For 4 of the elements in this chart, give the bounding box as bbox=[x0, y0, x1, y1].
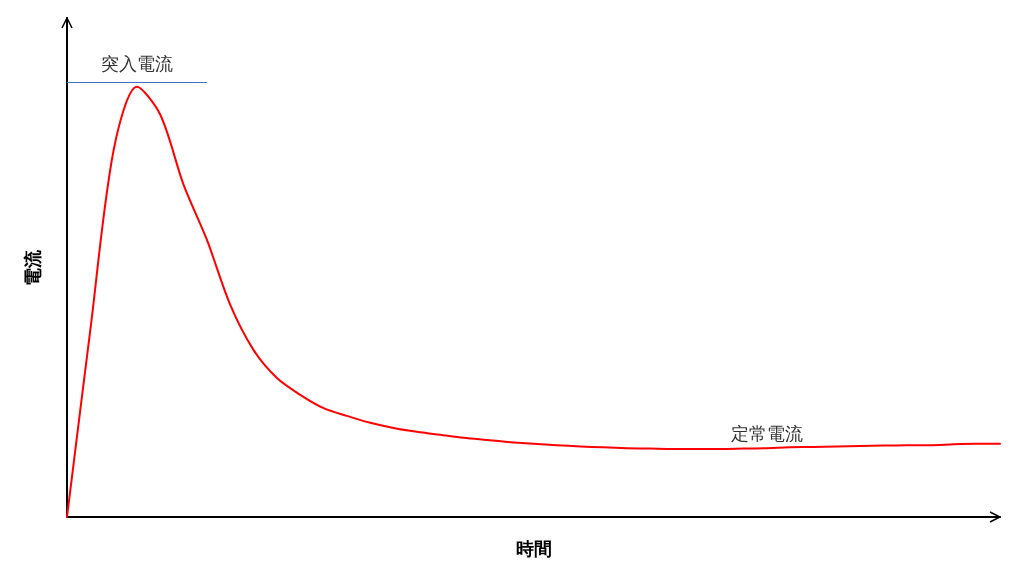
y-axis-title: 電流 bbox=[21, 248, 43, 286]
annotation: 定常電流 bbox=[730, 422, 803, 444]
ref-line-label: 突入電流 bbox=[100, 53, 173, 75]
x-axis-title: 時間 bbox=[515, 537, 552, 559]
